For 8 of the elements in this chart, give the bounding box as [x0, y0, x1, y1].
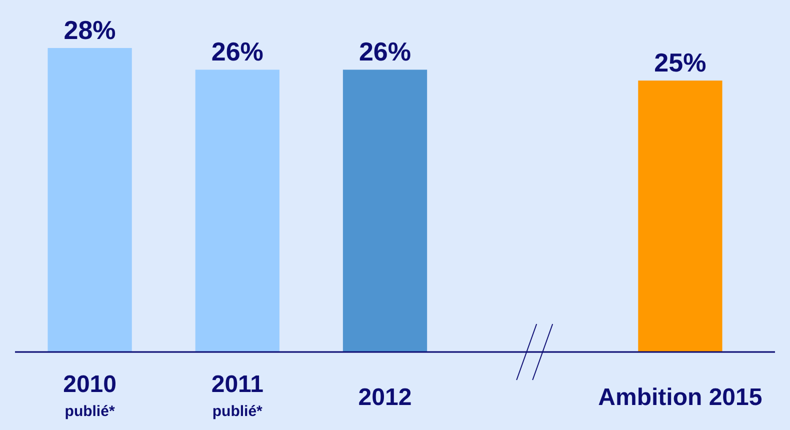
data-label: 26% — [211, 36, 264, 67]
x-tick-label: 2012 — [358, 384, 412, 411]
data-label: 28% — [64, 15, 116, 45]
data-label: 25% — [654, 48, 706, 78]
x-tick-label: 2010 publié* — [63, 371, 116, 420]
data-label: 26% — [358, 36, 412, 67]
x-tick-label: Ambition 2015 — [598, 384, 762, 411]
x-tick-label: 2011 publié* — [211, 371, 264, 420]
